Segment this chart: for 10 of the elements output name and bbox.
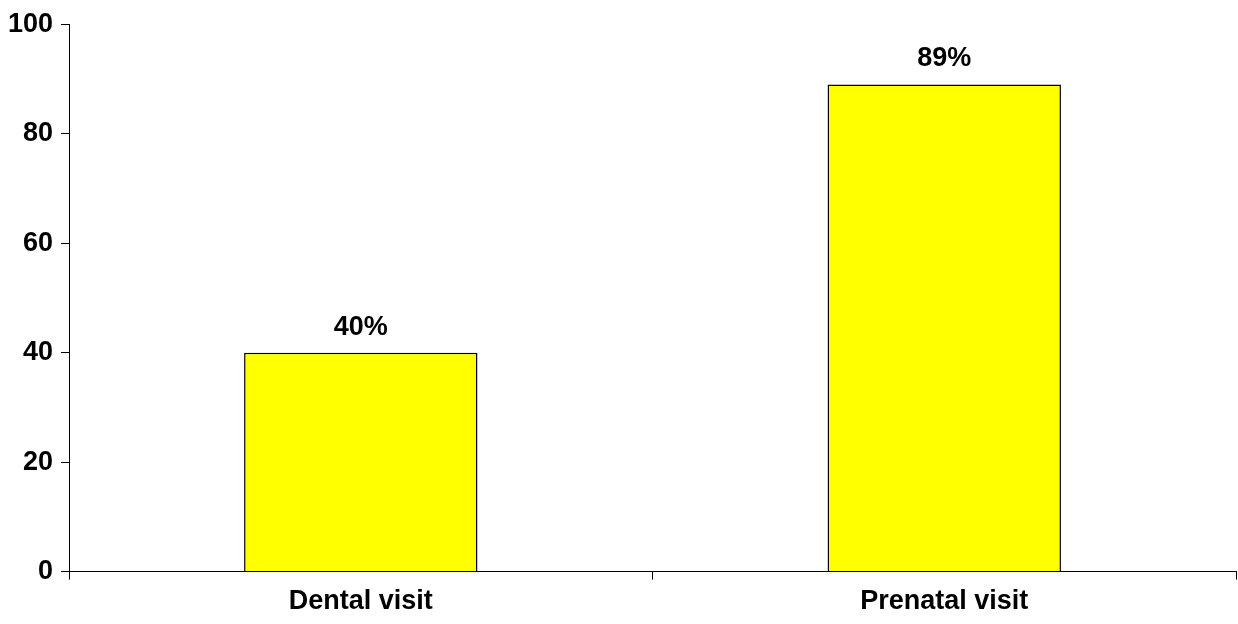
- data-label: 89%: [917, 42, 972, 73]
- y-tick-label: 60: [23, 226, 54, 257]
- data-label: 40%: [333, 310, 388, 341]
- y-tick-label: 100: [7, 7, 54, 38]
- y-tick-label: 40: [23, 336, 54, 367]
- x-tick-label: Dental visit: [288, 585, 433, 616]
- y-tick-label: 20: [23, 445, 54, 476]
- x-tick-label: Prenatal visit: [860, 585, 1029, 616]
- y-tick-label: 80: [23, 117, 54, 148]
- y-tick-label: 0: [38, 555, 54, 586]
